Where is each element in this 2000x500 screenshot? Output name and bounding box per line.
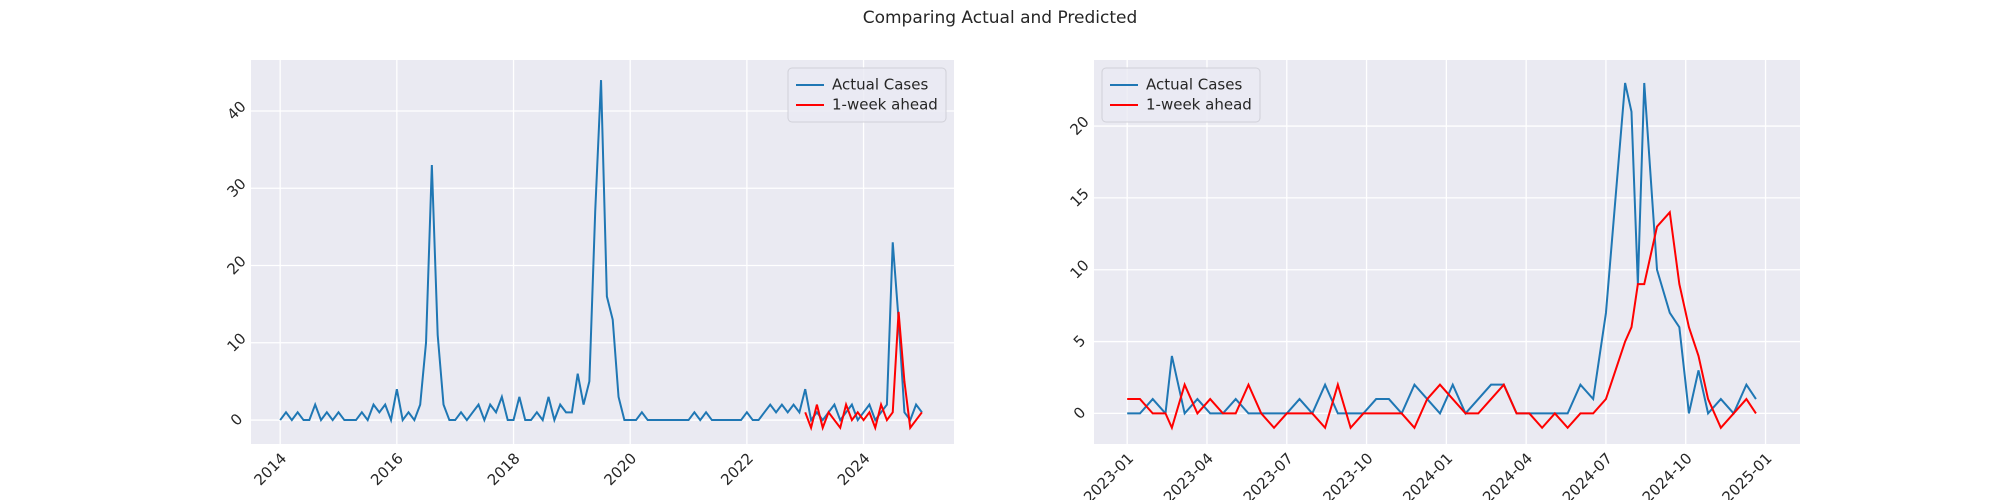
y-tick-label: 15: [1067, 184, 1093, 210]
x-tick-label: 2023-07: [1240, 449, 1297, 500]
y-tick-label: 20: [1067, 113, 1093, 139]
legend-box: [1101, 67, 1261, 123]
series-line: [1127, 82, 1757, 416]
y-tick-label: 20: [224, 252, 250, 278]
x-tick-label: 2024-10: [1639, 449, 1696, 500]
legend-label: 1-week ahead: [832, 96, 938, 114]
legend-box: [787, 67, 947, 123]
y-tick-label: 0: [1070, 403, 1089, 422]
figure-title: Comparing Actual and Predicted: [863, 8, 1138, 28]
legend: Actual Cases 1-week ahead: [1101, 67, 1261, 123]
x-tick-label: 2016: [367, 449, 407, 489]
legend-label: Actual Cases: [832, 76, 928, 94]
y-tick-label: 10: [224, 329, 250, 355]
axes: 0 10 20 30 40 2014 2016 2018 2020 2022 2024 Actual …: [224, 60, 954, 489]
series-line: [804, 311, 923, 432]
x-tick-label: 2018: [484, 449, 524, 489]
x-tick-label: 2020: [600, 449, 640, 489]
y-tick-label: 10: [1067, 256, 1093, 282]
y-tick-label: 5: [1070, 331, 1089, 350]
axes: 0 5 10 15 20 2023-01 2023-04 2023-07 2023-10 2024…: [1067, 60, 1800, 500]
x-tick-label: 2022: [717, 449, 757, 489]
y-tick-label: 30: [224, 175, 250, 201]
x-tick-label: 2023-01: [1080, 449, 1137, 500]
x-tick-label: 2025-01: [1718, 449, 1775, 500]
legend-label: 1-week ahead: [1146, 96, 1252, 114]
x-tick-label: 2024: [834, 449, 874, 489]
x-tick-label: 2023-04: [1160, 449, 1217, 500]
legend-label: Actual Cases: [1146, 76, 1242, 94]
x-tick-label: 2023-10: [1320, 449, 1377, 500]
legend: Actual Cases 1-week ahead: [787, 67, 947, 123]
y-tick-label: 40: [224, 98, 250, 124]
x-tick-label: 2024-04: [1479, 449, 1536, 500]
series-line: [1127, 209, 1757, 431]
x-tick-label: 2024-01: [1399, 449, 1456, 500]
x-tick-label: 2014: [250, 449, 290, 489]
y-tick-label: 0: [227, 410, 246, 429]
x-tick-label: 2024-07: [1559, 449, 1616, 500]
